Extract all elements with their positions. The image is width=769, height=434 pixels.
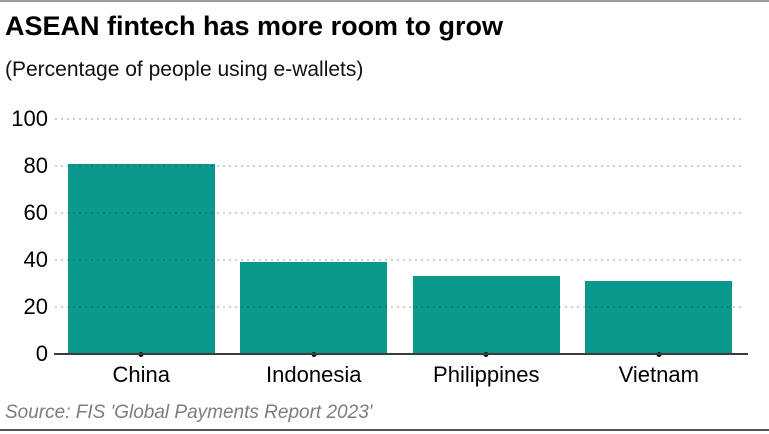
source-note: Source: FIS 'Global Payments Report 2023… xyxy=(5,402,373,423)
y-axis-tick-label: 60 xyxy=(23,200,48,225)
gridline xyxy=(55,306,745,308)
category-band-indonesia: Indonesia xyxy=(228,119,401,387)
category-band-philippines: Philippines xyxy=(400,119,573,387)
y-axis-tick-label: 0 xyxy=(35,341,48,366)
category-band-vietnam: Vietnam xyxy=(573,119,746,387)
gridline xyxy=(55,118,745,120)
gridline xyxy=(55,259,745,261)
y-axis-tick-label: 40 xyxy=(23,247,48,272)
gridline xyxy=(55,212,745,214)
bar-series: China Indonesia Philippines Vietnam xyxy=(55,119,746,387)
x-axis-label-philippines: Philippines xyxy=(433,362,540,387)
bar-china xyxy=(67,163,215,354)
x-axis-label-vietnam: Vietnam xyxy=(618,362,699,387)
bar-chart-plot-area: China Indonesia Philippines Vietnam xyxy=(54,118,748,387)
y-axis-tick-label: 100 xyxy=(11,106,48,131)
gridline xyxy=(55,165,745,167)
x-axis-label-indonesia: Indonesia xyxy=(266,362,362,387)
page-title: ASEAN fintech has more room to grow xyxy=(5,11,504,41)
bar-philippines xyxy=(412,276,560,354)
y-axis: 0 20 40 60 80 100 xyxy=(0,108,48,365)
bar-indonesia xyxy=(240,262,388,354)
chart-subtitle: (Percentage of people using e-wallets) xyxy=(5,58,364,81)
x-axis-label-china: China xyxy=(112,362,170,387)
y-axis-tick-label: 80 xyxy=(23,153,48,178)
category-band-china: China xyxy=(55,119,228,387)
y-axis-tick-label: 20 xyxy=(23,294,48,319)
bar-vietnam xyxy=(585,281,733,354)
bottom-border-rule xyxy=(0,429,769,431)
x-axis-baseline xyxy=(54,353,748,355)
top-border-rule xyxy=(0,0,769,2)
